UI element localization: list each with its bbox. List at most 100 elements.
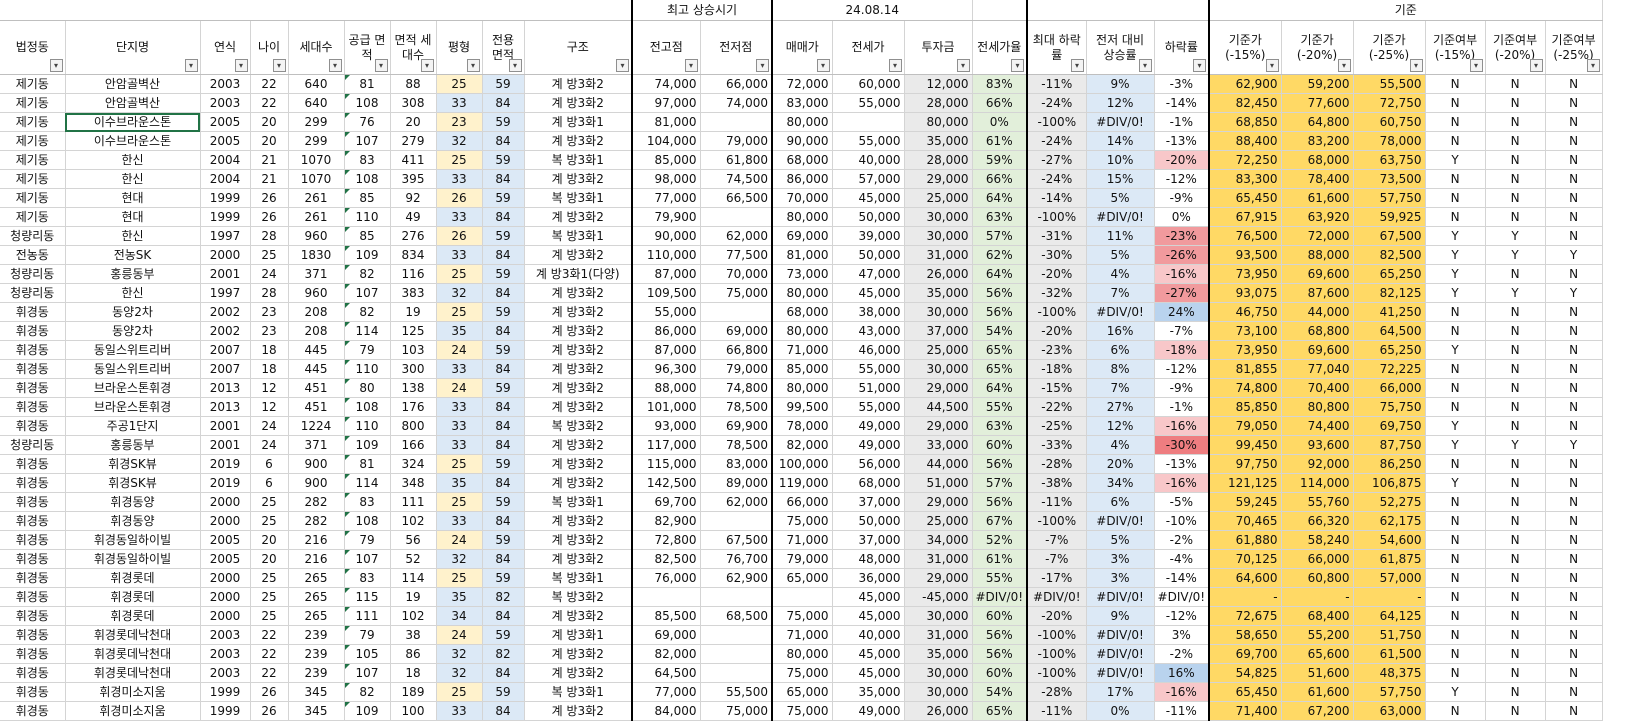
cell[interactable]: 81	[344, 74, 391, 94]
cell[interactable]: 60,750	[1353, 112, 1426, 132]
cell[interactable]: 계 방3화2	[524, 378, 633, 398]
cell[interactable]: 800	[390, 416, 437, 436]
cell[interactable]: N	[1485, 378, 1546, 398]
cell[interactable]: 68,850	[1208, 112, 1282, 132]
cell[interactable]: 25	[436, 150, 483, 170]
cell[interactable]: 82,900	[631, 511, 701, 531]
cell[interactable]: 휘경동일하이빌	[65, 530, 201, 550]
cell[interactable]: 28,000	[904, 93, 973, 113]
cell[interactable]: 22	[250, 93, 289, 113]
cell[interactable]: 76,700	[700, 549, 773, 569]
cell[interactable]: 87,000	[631, 340, 701, 360]
cell[interactable]: 83,000	[700, 454, 773, 474]
cell[interactable]: 59	[482, 340, 525, 360]
cell[interactable]: 25	[250, 568, 289, 588]
cell[interactable]: 69,000	[631, 625, 701, 645]
cell[interactable]: 69,750	[1353, 416, 1426, 436]
cell[interactable]: N	[1425, 663, 1486, 683]
cell[interactable]: 108	[344, 93, 391, 113]
cell[interactable]: #DIV/0!	[1086, 207, 1155, 227]
cell[interactable]: N	[1545, 302, 1603, 322]
cell[interactable]: 복 방3화1	[524, 682, 633, 702]
cell[interactable]: 78,000	[771, 416, 833, 436]
cell[interactable]: 18	[250, 340, 289, 360]
cell[interactable]: -33%	[1026, 435, 1087, 455]
cell[interactable]: 25	[436, 682, 483, 702]
cell[interactable]: -30%	[1026, 245, 1087, 265]
cell[interactable]: 445	[288, 359, 345, 379]
cell[interactable]: 14%	[1086, 131, 1155, 151]
cell[interactable]: 640	[288, 74, 345, 94]
cell[interactable]: 93,000	[631, 416, 701, 436]
cell[interactable]: -15%	[1026, 378, 1087, 398]
cell[interactable]: 83,200	[1281, 131, 1354, 151]
cell[interactable]: 휘경롯데	[65, 587, 201, 607]
cell[interactable]: Y	[1425, 435, 1486, 455]
cell[interactable]: 65,000	[771, 682, 833, 702]
cell[interactable]: 79,000	[700, 131, 773, 151]
cell[interactable]: N	[1485, 112, 1546, 132]
cell[interactable]: 65%	[972, 340, 1028, 360]
cell[interactable]: 45,000	[832, 663, 905, 683]
cell[interactable]: 960	[288, 283, 345, 303]
cell[interactable]: N	[1545, 454, 1603, 474]
cell[interactable]: N	[1545, 397, 1603, 417]
cell[interactable]: 16%	[1086, 321, 1155, 341]
cell[interactable]: 85,500	[631, 606, 701, 626]
cell[interactable]: 73,950	[1208, 340, 1282, 360]
cell[interactable]: 3%	[1086, 549, 1155, 569]
cell[interactable]: N	[1425, 397, 1486, 417]
cell[interactable]: #DIV/0!	[972, 587, 1028, 607]
cell[interactable]: 2001	[200, 264, 251, 284]
cell[interactable]: 80,000	[771, 644, 833, 664]
cell[interactable]: -1%	[1154, 397, 1210, 417]
cell[interactable]: 84	[482, 606, 525, 626]
cell[interactable]: 84	[482, 435, 525, 455]
cell[interactable]: N	[1485, 74, 1546, 94]
cell[interactable]: 72,800	[631, 530, 701, 550]
cell[interactable]: 65,250	[1353, 264, 1426, 284]
cell[interactable]: 76,000	[631, 568, 701, 588]
cell[interactable]: 65,450	[1208, 188, 1282, 208]
cell[interactable]: 35	[436, 321, 483, 341]
cell[interactable]: N	[1545, 340, 1603, 360]
filter-dropdown-icon[interactable]: ▾	[374, 59, 388, 72]
cell[interactable]: 청량리동	[0, 435, 66, 455]
filter-dropdown-icon[interactable]: ▾	[234, 59, 248, 72]
cell[interactable]: 49,000	[832, 416, 905, 436]
cell[interactable]: N	[1485, 682, 1546, 702]
cell[interactable]: 휘경동	[0, 663, 66, 683]
cell[interactable]: 휘경미소지움	[65, 682, 201, 702]
cell[interactable]: 19	[390, 302, 437, 322]
column-header[interactable]: 전용 면적 ▾	[482, 20, 525, 75]
cell[interactable]: 62,000	[700, 226, 773, 246]
filter-dropdown-icon[interactable]: ▾	[616, 59, 629, 72]
cell[interactable]: 57%	[972, 473, 1028, 493]
cell[interactable]: 1999	[200, 207, 251, 227]
cell[interactable]: 휘경동	[0, 644, 66, 664]
cell[interactable]: -100%	[1026, 625, 1087, 645]
cell[interactable]	[631, 587, 701, 607]
cell[interactable]: 25,000	[904, 511, 973, 531]
cell[interactable]: -18%	[1154, 340, 1210, 360]
cell[interactable]: 82,000	[771, 435, 833, 455]
cell[interactable]: N	[1425, 131, 1486, 151]
cell[interactable]: 64,600	[1208, 568, 1282, 588]
cell[interactable]: -100%	[1026, 663, 1087, 683]
cell[interactable]: 63%	[972, 207, 1028, 227]
cell[interactable]: 32	[436, 663, 483, 683]
cell[interactable]: 33	[436, 93, 483, 113]
cell[interactable]: 30,000	[904, 302, 973, 322]
cell[interactable]: 77,000	[631, 188, 701, 208]
cell[interactable]: 현대	[65, 188, 201, 208]
cell[interactable]: 휘경롯데낙천대	[65, 644, 201, 664]
filter-dropdown-icon[interactable]: ▾	[420, 59, 434, 72]
cell[interactable]: 12	[250, 397, 289, 417]
cell[interactable]: 16%	[1154, 663, 1210, 683]
cell[interactable]: 84	[482, 283, 525, 303]
cell[interactable]	[700, 644, 773, 664]
cell[interactable]: 휘경롯데낙천대	[65, 625, 201, 645]
cell[interactable]: 115	[344, 587, 391, 607]
cell[interactable]: 64,500	[631, 663, 701, 683]
cell[interactable]: 72,225	[1353, 359, 1426, 379]
